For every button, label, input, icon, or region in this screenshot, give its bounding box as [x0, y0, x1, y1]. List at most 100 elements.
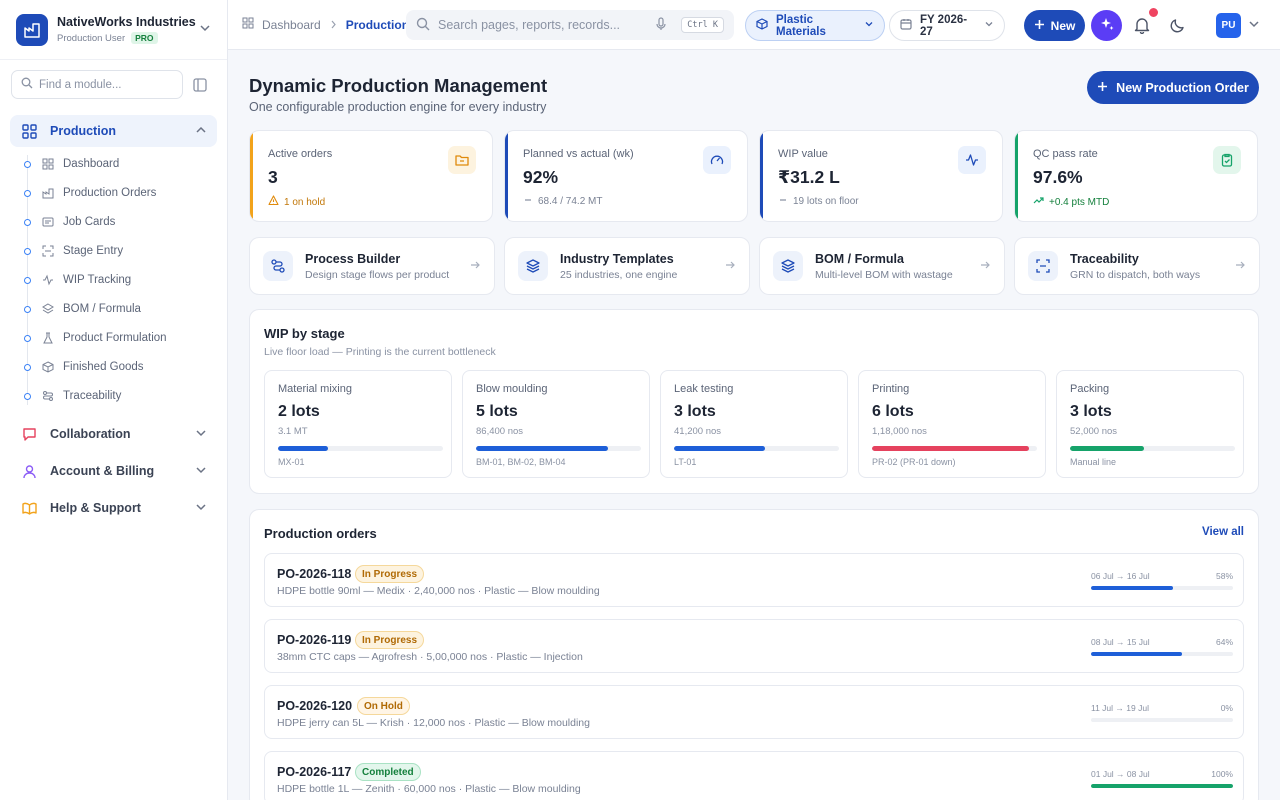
scan-icon: [1028, 251, 1058, 281]
trend-up-icon: [1033, 195, 1044, 209]
main-content: Dynamic Production Management One config…: [228, 50, 1280, 800]
kpi-card-wip-value[interactable]: WIP value ₹31.2 L 19 lots on floor: [759, 130, 1003, 222]
stage-lots: 6 lots: [872, 403, 914, 420]
flask-icon: [41, 331, 55, 345]
quick-action-bom-formula[interactable]: BOM / Formula Multi-level BOM with wastag…: [759, 237, 1005, 295]
nav-section-account-billing[interactable]: Account & Billing: [10, 455, 217, 487]
activity-icon: [958, 146, 986, 174]
ai-assistant-button[interactable]: [1091, 10, 1122, 41]
stage-name: Blow moulding: [476, 383, 548, 395]
user-icon: [20, 462, 38, 480]
chevron-down-icon[interactable]: [1248, 18, 1266, 36]
flow-icon: [263, 251, 293, 281]
quick-action-process-builder[interactable]: Process Builder Design stage flows per pr…: [249, 237, 495, 295]
collapse-sidebar-icon[interactable]: [192, 77, 208, 93]
grid-icon: [242, 17, 254, 32]
page-subtitle: One configurable production engine for e…: [249, 100, 547, 114]
sidebar-item-traceability[interactable]: Traceability: [24, 384, 214, 408]
order-dates: 06 Jul → 16 Jul: [1091, 571, 1150, 581]
sidebar-item-product-formulation[interactable]: Product Formulation: [24, 326, 214, 350]
plus-icon: [1097, 81, 1108, 95]
order-row-po-2026-119[interactable]: PO-2026-119 In Progress 38mm CTC caps — …: [264, 619, 1244, 673]
nav-section-collaboration[interactable]: Collaboration: [10, 418, 217, 450]
stage-quantity: 3.1 MT: [278, 426, 308, 437]
stage-load-bar: [872, 446, 1037, 451]
quick-action-title: Traceability: [1070, 251, 1139, 266]
order-row-po-2026-118[interactable]: PO-2026-118 In Progress HDPE bottle 90ml…: [264, 553, 1244, 607]
stage-load-fill: [872, 446, 1029, 451]
sidebar-item-bom-formula[interactable]: BOM / Formula: [24, 297, 214, 321]
stage-name: Packing: [1070, 383, 1110, 395]
nav-section-label: Production: [50, 124, 116, 138]
brand-header[interactable]: NativeWorks Industries Production User PR…: [0, 0, 227, 60]
bell-icon[interactable]: [1133, 16, 1151, 35]
quick-action-subtitle: 25 industries, one engine: [560, 268, 678, 281]
material-selector[interactable]: Plastic Materials: [745, 10, 885, 41]
sidebar-item-production-orders[interactable]: Production Orders: [24, 181, 214, 205]
stage-quantity: 41,200 nos: [674, 426, 722, 437]
stage-lots: 3 lots: [674, 403, 716, 420]
nav-section-production[interactable]: Production: [10, 115, 217, 147]
panel-title: Production orders: [264, 526, 377, 541]
status-badge: In Progress: [355, 631, 425, 649]
stage-card-leak-testing[interactable]: Leak testing 3 lots 41,200 nos LT-01: [660, 370, 848, 478]
sidebar-item-dashboard[interactable]: Dashboard: [24, 152, 214, 176]
new-production-order-button[interactable]: New Production Order: [1087, 71, 1259, 104]
chevron-up-icon: [195, 124, 207, 139]
chevron-down-icon: [195, 427, 207, 442]
bullet-dot: [24, 160, 31, 168]
nav-section-help-support[interactable]: Help & Support: [10, 492, 217, 524]
module-search-input[interactable]: Find a module...: [11, 70, 183, 99]
quick-action-subtitle: Design stage flows per product: [305, 268, 450, 281]
company-name: NativeWorks Industries: [57, 15, 196, 29]
kpi-accent-bar: [1015, 131, 1018, 221]
stage-card-printing[interactable]: Printing 6 lots 1,18,000 nos PR-02 (PR-0…: [858, 370, 1046, 478]
sidebar-item-wip-tracking[interactable]: WIP Tracking: [24, 268, 214, 292]
stage-quantity: 86,400 nos: [476, 426, 524, 437]
stage-card-blow-moulding[interactable]: Blow moulding 5 lots 86,400 nos BM-01, B…: [462, 370, 650, 478]
chevron-down-icon[interactable]: [199, 22, 211, 37]
breadcrumb-current: Production: [345, 17, 410, 32]
sidebar-item-finished-goods[interactable]: Finished Goods: [24, 355, 214, 379]
kpi-card-planned-vs-actual[interactable]: Planned vs actual (wk) 92% 68.4 / 74.2 M…: [504, 130, 748, 222]
sidebar-item-label: Production Orders: [63, 187, 157, 199]
breadcrumb-dashboard-link[interactable]: Dashboard: [262, 17, 321, 32]
sidebar-item-job-cards[interactable]: Job Cards: [24, 210, 214, 234]
shortcut-hint: Ctrl K: [681, 17, 724, 33]
order-progress-percent: 0%: [1220, 703, 1233, 713]
stack-icon: [518, 251, 548, 281]
fiscal-year-value: FY 2026-27: [920, 13, 968, 38]
stage-card-packing[interactable]: Packing 3 lots 52,000 nos Manual line: [1056, 370, 1244, 478]
stage-lines: Manual line: [1070, 457, 1117, 467]
microphone-icon[interactable]: [655, 16, 667, 34]
fiscal-year-selector[interactable]: FY 2026-27: [889, 10, 1005, 41]
kpi-card-active-orders[interactable]: Active orders 3 1 on hold: [249, 130, 493, 222]
plus-icon: [1034, 19, 1045, 33]
quick-action-industry-templates[interactable]: Industry Templates 25 industries, one eng…: [504, 237, 750, 295]
view-all-link[interactable]: View all: [1202, 526, 1244, 538]
order-row-po-2026-120[interactable]: PO-2026-120 On Hold HDPE jerry can 5L — …: [264, 685, 1244, 739]
new-button-label: New: [1050, 18, 1076, 33]
kpi-accent-bar: [760, 131, 763, 221]
sidebar-item-label: Traceability: [63, 390, 122, 402]
stage-card-material-mixing[interactable]: Material mixing 2 lots 3.1 MT MX-01: [264, 370, 452, 478]
sidebar-item-stage-entry[interactable]: Stage Entry: [24, 239, 214, 263]
chevron-down-icon: [864, 19, 874, 32]
search-icon: [416, 17, 430, 34]
global-search-input[interactable]: Search pages, reports, records... Ctrl K: [406, 10, 734, 40]
new-button[interactable]: New: [1024, 10, 1085, 41]
chat-icon: [20, 425, 38, 443]
kpi-label: QC pass rate: [1033, 148, 1098, 160]
order-row-po-2026-117[interactable]: PO-2026-117 Completed HDPE bottle 1L — Z…: [264, 751, 1244, 800]
avatar[interactable]: PU: [1216, 13, 1241, 38]
order-description: HDPE bottle 1L — Zenith · 60,000 nos · P…: [277, 783, 581, 795]
quick-action-traceability[interactable]: Traceability GRN to dispatch, both ways: [1014, 237, 1260, 295]
moon-icon[interactable]: [1169, 16, 1187, 34]
order-progress-bar: [1091, 652, 1233, 656]
kpi-note: 68.4 / 74.2 MT: [523, 195, 602, 208]
kpi-card-qc-pass-rate[interactable]: QC pass rate 97.6% +0.4 pts MTD: [1014, 130, 1258, 222]
breadcrumb: Dashboard Production: [242, 17, 409, 32]
kpi-note: +0.4 pts MTD: [1033, 195, 1109, 209]
factory-icon: [41, 186, 55, 200]
sidebar-item-label: Finished Goods: [63, 361, 144, 373]
